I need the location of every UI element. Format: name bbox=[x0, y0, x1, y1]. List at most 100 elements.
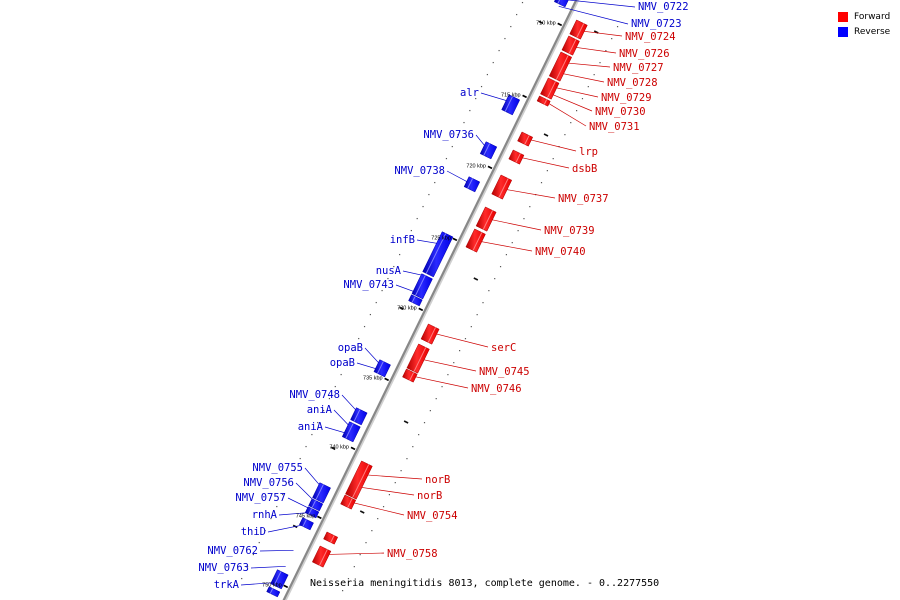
legend-reverse: Reverse bbox=[838, 24, 890, 39]
reverse-gene bbox=[350, 407, 368, 426]
tick-label: 725 kbp bbox=[431, 235, 451, 241]
reverse-gene-label: rnhA bbox=[252, 509, 278, 521]
gene-bevel bbox=[411, 296, 416, 303]
gene-bevel bbox=[576, 23, 585, 38]
track-dash bbox=[538, 20, 544, 25]
legend-forward: Forward bbox=[838, 9, 890, 24]
leader-line bbox=[430, 332, 489, 348]
label-nmv-0743: NMV_0743 bbox=[343, 279, 394, 291]
reverse-gene bbox=[298, 517, 314, 531]
legend-forward-label: Forward bbox=[854, 11, 891, 22]
gene-bevel bbox=[302, 519, 307, 527]
label-nmv-0748: NMV_0748 bbox=[289, 389, 340, 401]
guide-dot bbox=[475, 97, 477, 100]
label-nmv-0737: NMV_0737 bbox=[558, 193, 609, 205]
forward-gene bbox=[491, 174, 513, 200]
guide-dot bbox=[523, 218, 525, 220]
label-ania: aniA bbox=[307, 404, 333, 416]
gene-bevel bbox=[515, 153, 521, 163]
reverse-gene bbox=[411, 273, 433, 300]
guide-dot bbox=[581, 98, 584, 100]
guide-dot bbox=[328, 397, 331, 400]
guide-dot bbox=[469, 109, 471, 112]
forward-gene bbox=[406, 343, 430, 374]
tick-label: 720 kbp bbox=[466, 163, 486, 169]
leader-line bbox=[418, 358, 477, 372]
leader-line bbox=[250, 565, 286, 569]
guide-dot bbox=[464, 338, 467, 340]
label-nmv-0745: NMV_0745 bbox=[479, 366, 530, 378]
legend: Forward Reverse bbox=[838, 9, 890, 39]
genome-axis-shadow bbox=[283, 0, 580, 600]
genome-axis bbox=[282, 0, 578, 600]
forward-swatch bbox=[838, 11, 848, 22]
forward-gene bbox=[311, 545, 332, 568]
legend-reverse-label: Reverse bbox=[854, 26, 891, 37]
forward-gene bbox=[420, 323, 440, 345]
forward-gene bbox=[475, 206, 497, 232]
leader-line bbox=[577, 30, 623, 37]
guide-dot bbox=[599, 62, 601, 64]
reverse-swatch bbox=[838, 26, 848, 37]
tick-label: 735 kbp bbox=[363, 375, 383, 381]
guide-dot bbox=[377, 518, 379, 520]
guide-dot bbox=[521, 1, 524, 4]
label-nmv-0754: NMV_0754 bbox=[407, 510, 458, 522]
leader-line bbox=[516, 156, 570, 169]
guide-dot bbox=[576, 110, 578, 112]
label-nmv-0726: NMV_0726 bbox=[619, 48, 670, 60]
guide-dot bbox=[480, 85, 483, 88]
tick-label: 730 kbp bbox=[397, 305, 417, 311]
guide-dot bbox=[504, 37, 506, 40]
reverse-gene bbox=[266, 586, 281, 598]
gene-bevel bbox=[557, 0, 561, 4]
guide-dot bbox=[387, 277, 389, 280]
guide-dot bbox=[393, 265, 395, 268]
leader-line bbox=[543, 100, 587, 127]
label-nmv-0730: NMV_0730 bbox=[595, 106, 646, 118]
guide-dot bbox=[400, 470, 402, 472]
gene-bevel bbox=[352, 464, 370, 498]
guide-dot bbox=[381, 289, 383, 292]
guide-dot bbox=[282, 493, 284, 496]
reverse-gene-label: NMV_0736 bbox=[423, 129, 474, 141]
reverse-gene-label: NMV_0748 bbox=[289, 389, 340, 401]
guide-dot bbox=[486, 73, 488, 76]
guide-dot bbox=[482, 302, 484, 304]
label-nmv-0762: NMV_0762 bbox=[207, 545, 258, 557]
leader-line bbox=[259, 549, 294, 552]
tick-mark bbox=[418, 307, 424, 312]
guide-dot bbox=[317, 421, 319, 424]
gene-bevel bbox=[273, 571, 282, 586]
track-dash bbox=[543, 133, 549, 137]
reverse-gene-label: aniA bbox=[298, 421, 324, 433]
guide-dot bbox=[416, 217, 418, 220]
reverse-gene-label: NMV_0738 bbox=[394, 165, 445, 177]
leader-line bbox=[361, 474, 423, 480]
label-opab: opaB bbox=[338, 342, 363, 354]
leader-line bbox=[558, 5, 629, 25]
reverse-gene-label: infB bbox=[390, 234, 415, 246]
leader-line bbox=[409, 375, 469, 389]
gene-bevel bbox=[377, 361, 384, 374]
tick-mark bbox=[350, 446, 356, 451]
guide-dot bbox=[371, 530, 373, 532]
guide-dot bbox=[252, 553, 254, 556]
guide-dot bbox=[540, 182, 543, 184]
guide-dot bbox=[406, 458, 408, 460]
reverse-gene bbox=[341, 421, 361, 443]
reverse-gene bbox=[408, 294, 423, 307]
guide-dot bbox=[322, 409, 325, 412]
gene-bevel bbox=[269, 588, 274, 594]
guide-dot bbox=[498, 49, 500, 52]
guide-dot bbox=[529, 206, 531, 208]
guide-dot bbox=[342, 590, 344, 592]
guide-dot bbox=[546, 170, 548, 172]
guide-dot bbox=[499, 266, 502, 268]
track-dash bbox=[473, 277, 479, 281]
guide-dot bbox=[570, 122, 572, 124]
gene-bevel bbox=[555, 55, 569, 80]
label-nmv-0729: NMV_0729 bbox=[601, 92, 652, 104]
reverse-gene-label: opaB bbox=[338, 342, 363, 354]
reverse-gene-label: nusA bbox=[376, 265, 402, 277]
